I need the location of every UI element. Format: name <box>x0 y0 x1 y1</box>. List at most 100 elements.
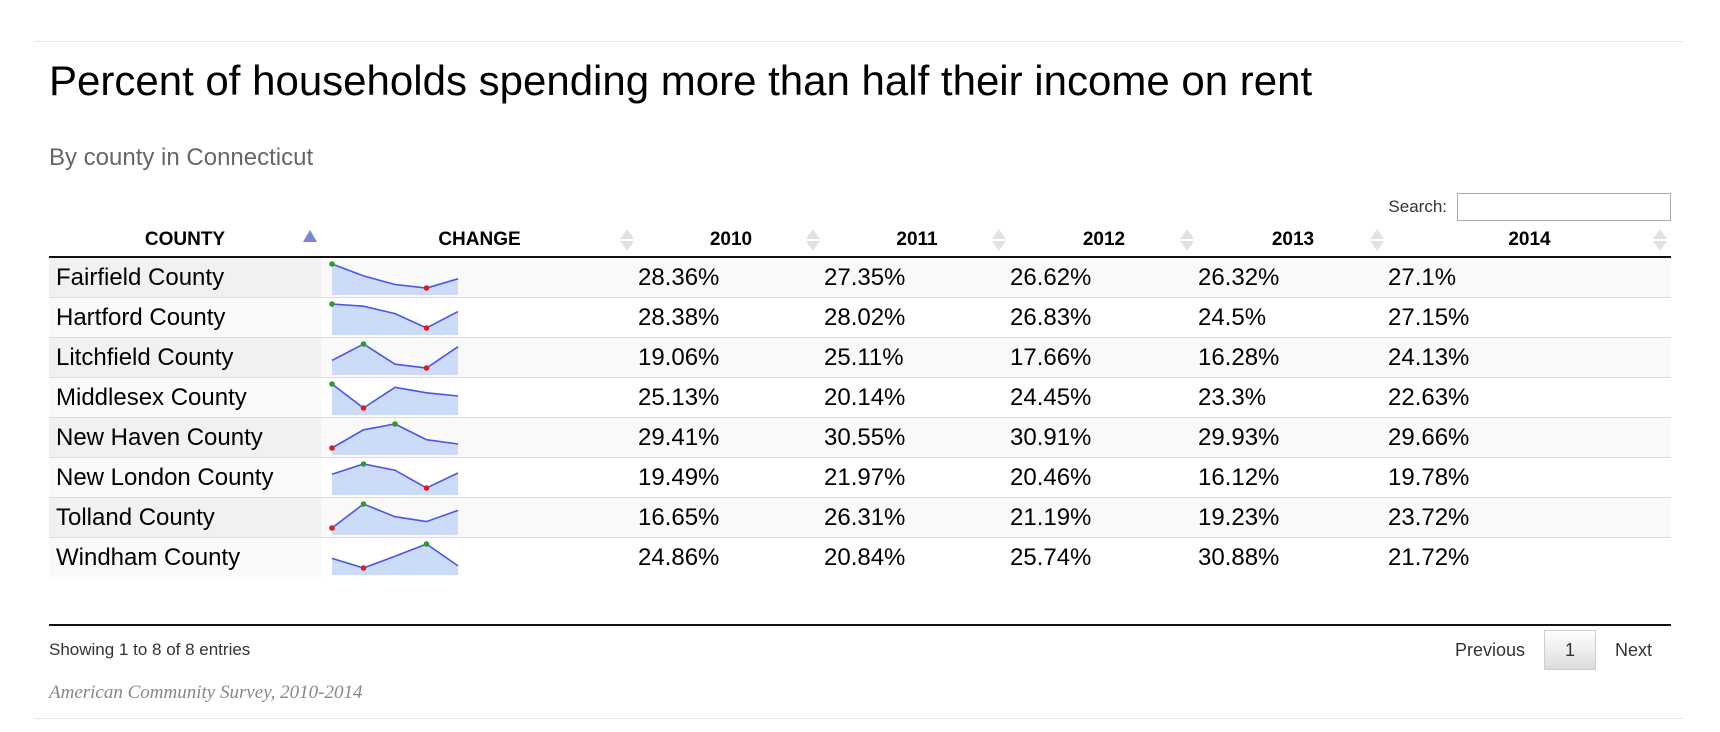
sparkline-chart <box>329 500 459 535</box>
sparkline-area <box>332 263 458 295</box>
pagination: Previous 1 Next <box>1436 630 1671 670</box>
value-cell-2014: 24.13% <box>1388 337 1671 378</box>
data-table-wrapper: COUNTY CHANGE 2010 2011 2012 2013 2014 F… <box>49 224 1671 577</box>
value-cell-2013: 24.5% <box>1198 297 1388 338</box>
value-cell-2012: 30.91% <box>1010 417 1198 458</box>
county-cell: Windham County <box>49 537 321 577</box>
change-sparkline-cell <box>321 457 638 498</box>
county-cell: Litchfield County <box>49 337 321 378</box>
sparkline-min-point <box>329 444 335 451</box>
sparkline-chart <box>329 420 459 455</box>
table-row: Fairfield County 28.36% 27.35% 26.62% 26.32%… <box>49 257 1671 298</box>
value-cell-2013: 16.28% <box>1198 337 1388 378</box>
sparkline-chart <box>329 300 459 335</box>
sort-ascending-icon <box>303 226 317 254</box>
table-header-row: COUNTY CHANGE 2010 2011 2012 2013 2014 <box>49 224 1671 258</box>
table-row: Tolland County 16.65% 26.31% 21.19% 19.23% 23… <box>49 497 1671 538</box>
table-row: Windham County 24.86% 20.84% 25.74% 30.88% 21… <box>49 537 1671 577</box>
sort-icon <box>1180 226 1194 254</box>
value-cell-2014: 27.15% <box>1388 297 1671 338</box>
value-cell-2010: 24.86% <box>638 537 824 577</box>
county-cell: New London County <box>49 457 321 498</box>
column-header-county[interactable]: COUNTY <box>49 224 321 258</box>
column-header-2010[interactable]: 2010 <box>638 224 824 258</box>
search-box: Search: <box>1388 193 1671 221</box>
source-note: American Community Survey, 2010-2014 <box>49 682 363 703</box>
change-sparkline-cell <box>321 257 638 298</box>
sort-icon <box>806 226 820 254</box>
change-sparkline-cell <box>321 537 638 577</box>
change-sparkline-cell <box>321 417 638 458</box>
value-cell-2010: 16.65% <box>638 497 824 538</box>
value-cell-2014: 22.63% <box>1388 377 1671 418</box>
sparkline-area <box>332 303 458 335</box>
sparkline-area <box>332 383 458 415</box>
top-divider <box>34 41 1684 42</box>
sparkline-line <box>331 462 459 489</box>
sparkline-max-point <box>423 540 430 547</box>
value-cell-2012: 20.46% <box>1010 457 1198 498</box>
sort-icon <box>992 226 1006 254</box>
value-cell-2012: 21.19% <box>1010 497 1198 538</box>
value-cell-2010: 28.36% <box>638 257 824 298</box>
value-cell-2010: 19.49% <box>638 457 824 498</box>
value-cell-2013: 23.3% <box>1198 377 1388 418</box>
change-sparkline-cell <box>321 497 638 538</box>
county-cell: Tolland County <box>49 497 321 538</box>
value-cell-2011: 21.97% <box>824 457 1010 498</box>
sparkline-max-point <box>329 300 335 307</box>
sparkline-max-point <box>360 340 367 347</box>
value-cell-2013: 26.32% <box>1198 257 1388 298</box>
sparkline-max-point <box>329 260 335 267</box>
value-cell-2012: 26.62% <box>1010 257 1198 298</box>
value-cell-2011: 27.35% <box>824 257 1010 298</box>
sparkline-area <box>332 423 458 455</box>
table-body: Fairfield County 28.36% 27.35% 26.62% 26.32%… <box>49 257 1671 577</box>
page-subtitle: By county in Connecticut <box>49 144 314 171</box>
sparkline-area <box>332 463 458 495</box>
value-cell-2013: 16.12% <box>1198 457 1388 498</box>
value-cell-2014: 23.72% <box>1388 497 1671 538</box>
table-row: New Haven County 29.41% 30.55% 30.91% 29.93%… <box>49 417 1671 458</box>
sparkline-min-point <box>360 404 367 411</box>
sparkline-max-point <box>329 380 335 387</box>
previous-page-button[interactable]: Previous <box>1454 639 1525 660</box>
search-input[interactable] <box>1457 193 1671 221</box>
value-cell-2012: 26.83% <box>1010 297 1198 338</box>
sparkline-max-point <box>360 460 367 467</box>
table-bottom-border <box>49 624 1671 626</box>
sparkline-line <box>331 382 459 409</box>
value-cell-2011: 28.02% <box>824 297 1010 338</box>
value-cell-2011: 25.11% <box>824 337 1010 378</box>
sparkline-line <box>331 542 459 569</box>
sparkline-min-point <box>423 484 430 491</box>
value-cell-2013: 29.93% <box>1198 417 1388 458</box>
page-1-button[interactable]: 1 <box>1543 630 1596 670</box>
sparkline-min-point <box>423 284 430 291</box>
value-cell-2013: 30.88% <box>1198 537 1388 577</box>
column-header-2014[interactable]: 2014 <box>1388 224 1671 258</box>
column-header-change[interactable]: CHANGE <box>321 224 638 258</box>
value-cell-2012: 24.45% <box>1010 377 1198 418</box>
value-cell-2010: 28.38% <box>638 297 824 338</box>
next-page-button[interactable]: Next <box>1614 639 1652 660</box>
value-cell-2013: 19.23% <box>1198 497 1388 538</box>
column-header-2011[interactable]: 2011 <box>824 224 1010 258</box>
table-row: Litchfield County 19.06% 25.11% 17.66% 16.28… <box>49 337 1671 378</box>
sparkline-min-point <box>423 324 430 331</box>
sparkline-min-point <box>423 364 430 371</box>
table-row: Middlesex County 25.13% 20.14% 24.45% 23.3% 2… <box>49 377 1671 418</box>
value-cell-2014: 19.78% <box>1388 457 1671 498</box>
value-cell-2014: 27.1% <box>1388 257 1671 298</box>
sort-icon <box>1653 226 1667 254</box>
sparkline-line <box>331 302 459 329</box>
value-cell-2010: 29.41% <box>638 417 824 458</box>
value-cell-2012: 25.74% <box>1010 537 1198 577</box>
sparkline-area <box>332 343 458 375</box>
sparkline-min-point <box>329 524 335 531</box>
sort-icon <box>1370 226 1384 254</box>
sparkline-chart <box>329 380 459 415</box>
column-header-2012[interactable]: 2012 <box>1010 224 1198 258</box>
column-header-2013[interactable]: 2013 <box>1198 224 1388 258</box>
value-cell-2011: 20.84% <box>824 537 1010 577</box>
